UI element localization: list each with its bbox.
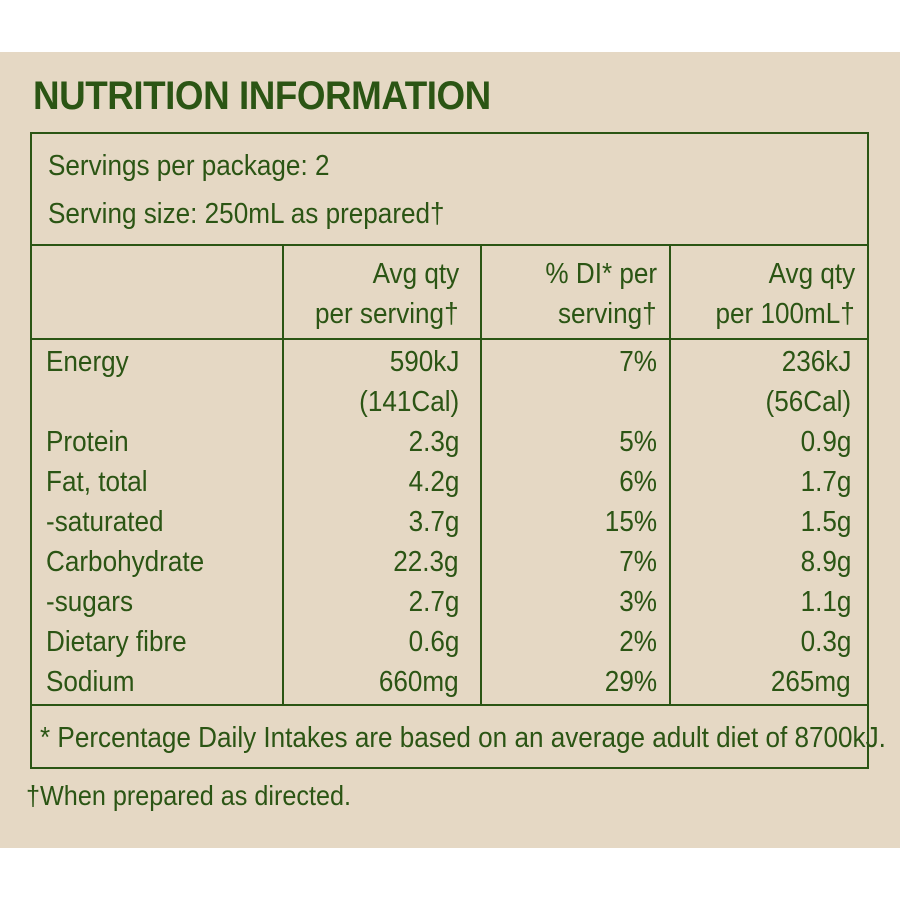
header-per-serving-2: per serving†	[315, 298, 459, 330]
di-value: 7%	[619, 346, 657, 378]
nutrition-table: Servings per package: 2 Serving size: 25…	[30, 132, 886, 769]
per-serving-value: 0.6g	[408, 626, 459, 658]
nutrient-name: -saturated	[46, 506, 164, 538]
divider-header	[32, 338, 867, 340]
per-serving-value: 3.7g	[408, 506, 459, 538]
divider-note	[32, 704, 867, 706]
di-value: 7%	[619, 546, 657, 578]
prepared-footnote: †When prepared as directed.	[26, 780, 351, 811]
nutrient-name: -sugars	[46, 586, 134, 618]
header-per-100-2: per 100mL†	[715, 298, 855, 330]
per-100-value: 1.5g	[800, 506, 851, 538]
nutrient-name: Protein	[46, 426, 129, 458]
per-serving-value: 660mg	[379, 666, 459, 698]
nutrient-name: Dietary fibre	[46, 626, 187, 658]
per-serving-value: 2.7g	[408, 586, 459, 618]
header-per-serving-1: Avg qty	[372, 258, 459, 290]
di-value: 3%	[619, 586, 657, 618]
serving-size: Serving size: 250mL as prepared†	[48, 198, 445, 230]
per-serving-value: 2.3g	[408, 426, 459, 458]
per-100-value: 8.9g	[800, 546, 851, 578]
per-serving-value: 22.3g	[393, 546, 459, 578]
nutrient-name: Fat, total	[46, 466, 148, 498]
di-value: 2%	[619, 626, 657, 658]
per-100-value: 0.3g	[800, 626, 851, 658]
per-100-value: 1.7g	[800, 466, 851, 498]
per-100-value: 236kJ	[781, 346, 851, 378]
nutrient-name: Sodium	[46, 666, 135, 698]
column-divider-1	[282, 246, 284, 704]
nutrient-name: Carbohydrate	[46, 546, 205, 578]
per-serving-cal: (141Cal)	[358, 386, 459, 418]
di-value: 15%	[604, 506, 657, 538]
per-100-value: 265mg	[771, 666, 851, 698]
column-divider-3	[669, 246, 671, 704]
nutrient-name: Energy	[46, 346, 129, 378]
panel-title: NUTRITION INFORMATION	[33, 74, 491, 118]
nutrition-panel: NUTRITION INFORMATION Servings per packa…	[0, 52, 900, 848]
di-footnote: * Percentage Daily Intakes are based on …	[40, 722, 886, 754]
di-value: 5%	[619, 426, 657, 458]
per-100-cal: (56Cal)	[765, 386, 851, 418]
di-value: 6%	[619, 466, 657, 498]
servings-per-package: Servings per package: 2	[48, 150, 330, 182]
per-serving-value: 4.2g	[408, 466, 459, 498]
divider-servings	[32, 244, 867, 246]
header-di-1: % DI* per	[545, 258, 657, 290]
per-100-value: 1.1g	[800, 586, 851, 618]
per-serving-value: 590kJ	[389, 346, 459, 378]
header-per-100-1: Avg qty	[768, 258, 855, 290]
di-value: 29%	[604, 666, 657, 698]
column-divider-2	[480, 246, 482, 704]
per-100-value: 0.9g	[800, 426, 851, 458]
header-di-2: serving†	[558, 298, 657, 330]
